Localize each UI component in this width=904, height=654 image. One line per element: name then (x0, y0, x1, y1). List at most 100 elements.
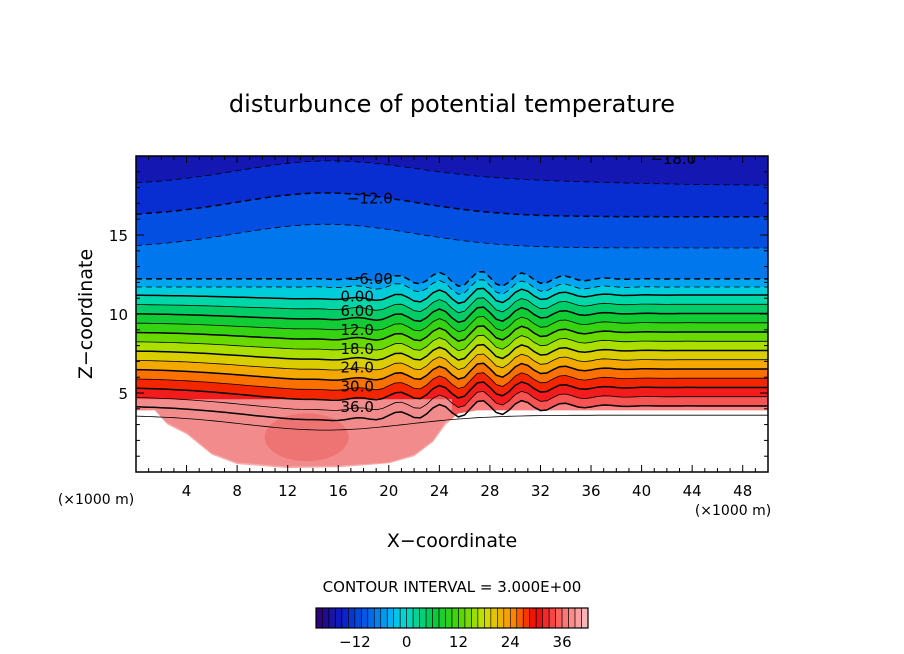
colorbar-cell (471, 607, 479, 629)
x-tick-label: 16 (329, 482, 348, 500)
contour-label: 6.00 (340, 302, 373, 320)
mountain-terrain (136, 410, 768, 472)
x-tick-label: 4 (182, 482, 192, 500)
x-tick-label: 32 (531, 482, 550, 500)
colorbar-cell (354, 607, 362, 629)
x-unit-right: (×1000 m) (695, 503, 771, 519)
colorbar-cell (328, 607, 336, 629)
contour-line (136, 362, 768, 381)
colorbar-cell (367, 607, 375, 629)
colorbar-cell (574, 607, 582, 629)
y-axis-label: Z−coordinate (75, 249, 97, 379)
contour-line (136, 353, 768, 371)
contour-line (136, 414, 768, 431)
contour-line (136, 316, 768, 333)
x-unit-left: (×1000 m) (58, 492, 134, 508)
contour-line (136, 372, 768, 391)
y-tick-label: 5 (118, 385, 128, 403)
colorbar-cell (581, 607, 589, 629)
colorbar-cell (315, 607, 323, 629)
contour-line (136, 334, 768, 352)
warm-pool-core (264, 413, 349, 462)
contour-label: 24.0 (340, 359, 373, 377)
contour-line (136, 270, 768, 288)
colorbar-cell (373, 607, 382, 629)
contour-line (136, 343, 768, 361)
colorbar-tick-label: 12 (449, 633, 468, 651)
contour-line (136, 399, 768, 422)
colorbar-cell (412, 607, 420, 629)
colorbar-cell (477, 607, 485, 629)
x-tick-label: 40 (632, 482, 651, 500)
x-axis-label: X−coordinate (387, 530, 517, 552)
colorbar-cell (380, 607, 388, 629)
contour-label: 36.0 (340, 398, 373, 416)
colorbar-cell (529, 607, 537, 629)
colorbar-cell (464, 607, 472, 629)
colorbar-cell (348, 607, 356, 629)
x-tick-label: 48 (733, 482, 752, 500)
colorbar-cell (406, 607, 414, 629)
colorbar-cell (451, 607, 459, 629)
contour-line (136, 287, 768, 305)
colorbar-cell (548, 607, 556, 629)
contour-line (136, 381, 768, 402)
colorbar-cell (419, 607, 427, 629)
x-tick-label: 24 (430, 482, 449, 500)
contour-lines (136, 150, 768, 431)
y-tick-label: 10 (109, 306, 128, 324)
contour-label: 12.0 (340, 321, 373, 339)
contour-line (136, 306, 768, 324)
contour-label: 30.0 (340, 378, 373, 396)
colorbar-cell (542, 607, 550, 629)
colorbar-cell (425, 607, 433, 629)
colorbar-cell (445, 607, 453, 629)
y-tick-label: 15 (109, 227, 128, 245)
colorbar-cell (438, 607, 446, 629)
contour-line (136, 390, 768, 411)
colorbar-cell (568, 607, 576, 629)
colorbar-tick-label: 0 (402, 633, 412, 651)
contour-line (136, 150, 768, 154)
colorbar-cell (535, 607, 543, 629)
x-tick-label: 44 (683, 482, 702, 500)
contour-label: −18.0 (650, 150, 696, 168)
colorbar-cell (341, 607, 349, 629)
contour-line (136, 325, 768, 343)
colorbar-cell (322, 607, 330, 629)
x-tick-label: 36 (581, 482, 600, 500)
x-tick-label: 20 (379, 482, 398, 500)
colorbar-cell (335, 607, 343, 629)
colorbar-cell (399, 607, 407, 629)
contour-label: 0.00 (340, 288, 373, 306)
x-tick-label: 8 (232, 482, 242, 500)
colorbar-cell (516, 607, 524, 629)
colorbar-cell (393, 607, 401, 629)
colorbar-tick-label: −12 (339, 633, 371, 651)
colorbar-cell (432, 607, 440, 629)
colorbar-cell (561, 607, 569, 629)
colorbar-cell (509, 607, 518, 629)
colorbar-tick-label: 36 (553, 633, 572, 651)
contour-interval-label: CONTOUR INTERVAL = 3.000E+00 (323, 578, 582, 596)
colorbar-cell (386, 607, 395, 629)
contour-label: −12.0 (347, 190, 393, 208)
colorbar-cell (555, 607, 563, 629)
colorbar-cell (522, 607, 531, 629)
contour-line (136, 279, 768, 295)
contour-line (136, 297, 768, 314)
colorbar-cell (503, 607, 511, 629)
colorbar-cell (490, 607, 498, 629)
contour-label: 18.0 (340, 340, 373, 358)
colorbar: −12 0 12 24 36 (315, 607, 589, 651)
colorbar-cell (497, 607, 505, 629)
contour-label: −6.00 (347, 270, 393, 288)
x-tick-label: 12 (278, 482, 297, 500)
colorbar-frame (315, 607, 589, 629)
colorbar-cell (361, 607, 369, 629)
colorbar-cell (458, 607, 466, 629)
